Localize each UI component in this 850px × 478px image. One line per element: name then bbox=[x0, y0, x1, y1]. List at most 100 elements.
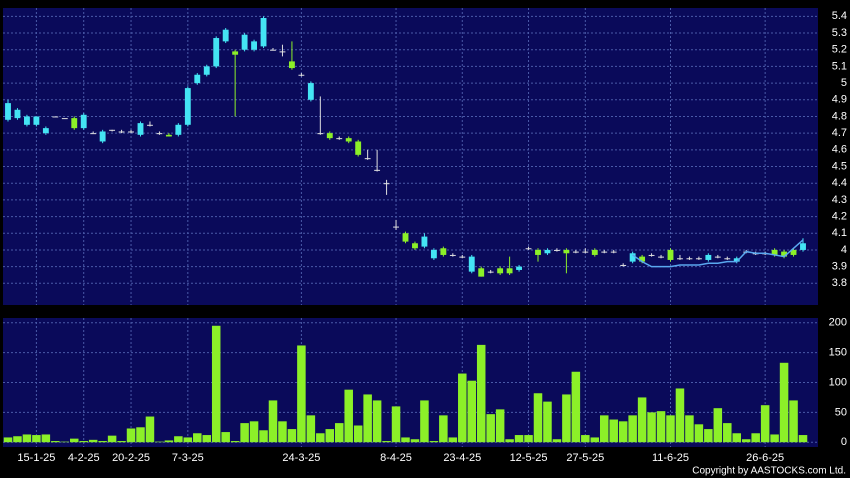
candle-body bbox=[658, 256, 664, 258]
volume-bar bbox=[107, 435, 117, 443]
volume-bar bbox=[647, 412, 656, 443]
candle-body bbox=[241, 34, 248, 50]
volume-bar bbox=[22, 434, 32, 443]
volume-bar bbox=[514, 435, 524, 443]
volume-bar bbox=[363, 394, 372, 443]
candle-body bbox=[203, 66, 210, 75]
candle-body bbox=[487, 271, 494, 273]
candle-body bbox=[355, 141, 362, 155]
candle-body bbox=[33, 116, 40, 125]
candle-body bbox=[629, 253, 636, 262]
candle-body bbox=[52, 116, 59, 118]
candle-body bbox=[714, 256, 721, 258]
volume-bar bbox=[704, 429, 713, 443]
candle-body bbox=[137, 123, 144, 135]
volume-bar bbox=[268, 400, 278, 443]
candle-body bbox=[194, 74, 201, 84]
candle-body bbox=[686, 258, 693, 260]
volume-bar bbox=[685, 415, 694, 443]
volume-bar bbox=[439, 415, 448, 443]
volume-bar bbox=[581, 435, 590, 443]
candle-body bbox=[449, 254, 456, 256]
candle-body bbox=[412, 243, 418, 249]
candle-body bbox=[317, 133, 324, 135]
candle-body bbox=[128, 131, 134, 133]
candle-body bbox=[307, 83, 314, 100]
volume-bar bbox=[694, 424, 704, 443]
candle-body bbox=[667, 249, 674, 260]
candle-body bbox=[99, 131, 106, 142]
candle-body bbox=[156, 133, 163, 135]
candle-body bbox=[402, 233, 409, 242]
volume-bar bbox=[741, 439, 751, 443]
candle-body bbox=[582, 251, 589, 253]
volume-bar bbox=[136, 427, 145, 443]
y-tick-label: 5.2 bbox=[832, 44, 847, 56]
volume-bar bbox=[221, 432, 230, 443]
volume-bar bbox=[656, 411, 666, 443]
volume-bar bbox=[675, 388, 685, 443]
copyright: Copyright by AASTOCKS.com Ltd. bbox=[692, 466, 846, 477]
y-tick-label: 50 bbox=[835, 406, 847, 418]
y-tick-label: 3.8 bbox=[832, 277, 847, 289]
volume-bar bbox=[41, 434, 51, 443]
volume-bar bbox=[145, 416, 155, 443]
volume-bar bbox=[770, 434, 779, 443]
candle-body bbox=[298, 74, 305, 76]
x-tick-label: 23-4-25 bbox=[443, 452, 481, 464]
volume-bar bbox=[448, 437, 458, 443]
volume-bar bbox=[117, 441, 126, 443]
volume-bar bbox=[505, 439, 514, 443]
candle-body bbox=[695, 258, 702, 260]
candle-body bbox=[639, 256, 646, 262]
candle-body bbox=[279, 51, 286, 53]
volume-bar bbox=[609, 419, 618, 443]
volume-bar bbox=[88, 439, 98, 443]
y-tick-label: 4.1 bbox=[832, 227, 847, 239]
y-tick-label: 0 bbox=[841, 436, 847, 448]
candle-body bbox=[184, 88, 191, 125]
volume-bar bbox=[13, 436, 22, 443]
candle-body bbox=[771, 249, 778, 255]
volume-bar bbox=[637, 397, 647, 443]
y-tick-label: 4.2 bbox=[832, 210, 847, 222]
candle-body bbox=[288, 61, 295, 69]
price-panel bbox=[3, 8, 818, 305]
x-tick-label: 27-5-25 bbox=[566, 452, 604, 464]
volume-bar bbox=[666, 415, 675, 443]
volume-bar bbox=[751, 433, 760, 443]
volume-bar bbox=[230, 441, 240, 443]
volume-bar bbox=[571, 371, 581, 443]
volume-bar bbox=[599, 415, 609, 443]
y-tick-label: 5.4 bbox=[832, 10, 847, 22]
y-tick-label: 150 bbox=[829, 347, 847, 359]
candle-body bbox=[535, 249, 541, 255]
y-tick-label: 4.3 bbox=[832, 194, 847, 206]
volume-bar bbox=[467, 380, 477, 443]
volume-bar bbox=[183, 437, 193, 443]
volume-bar bbox=[723, 423, 732, 443]
candle-body bbox=[232, 51, 239, 55]
volume-bar bbox=[325, 429, 335, 443]
x-tick-label: 15-1-25 bbox=[17, 452, 55, 464]
candle-body bbox=[601, 251, 608, 253]
volume-bar bbox=[344, 389, 353, 443]
candle-body bbox=[544, 249, 551, 254]
volume-bar bbox=[476, 344, 486, 443]
volume-bar bbox=[628, 415, 637, 443]
candle-body bbox=[572, 251, 579, 253]
candle-body bbox=[61, 118, 68, 120]
volume-bar bbox=[32, 435, 41, 443]
volume-bar bbox=[524, 435, 533, 443]
candle-body bbox=[478, 268, 485, 277]
candle-body bbox=[118, 131, 125, 133]
candle-body bbox=[724, 258, 731, 260]
volume-bar bbox=[155, 441, 164, 443]
candle-body bbox=[516, 266, 523, 270]
volume-bar bbox=[297, 345, 306, 443]
candle-body bbox=[620, 264, 627, 266]
candle-body bbox=[506, 268, 513, 274]
candle-body bbox=[374, 169, 381, 171]
candle-body bbox=[733, 258, 740, 262]
